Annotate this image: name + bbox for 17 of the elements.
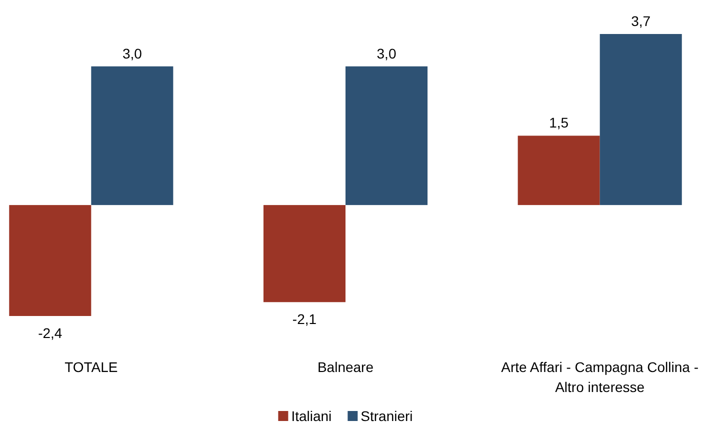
bar: [263, 205, 346, 302]
bar: [346, 66, 428, 206]
data-label: 3,7: [631, 13, 651, 29]
bar: [9, 205, 92, 316]
data-label: -2,1: [292, 311, 317, 328]
data-label: 3,0: [122, 45, 142, 62]
data-label: 3,0: [376, 45, 396, 62]
data-label: 1,5: [549, 114, 569, 131]
x-tick-label: Balneare: [317, 359, 374, 375]
legend-label: Stranieri: [360, 408, 413, 424]
bar: [91, 66, 174, 206]
bar: [600, 34, 682, 206]
legend-label: Italiani: [291, 408, 332, 424]
x-tick-label: TOTALE: [64, 359, 118, 375]
x-tick-label: Arte Affari - Campagna Collina - Altro interesse: [501, 359, 699, 395]
data-label: -2,4: [38, 325, 62, 341]
bar: [518, 136, 600, 206]
